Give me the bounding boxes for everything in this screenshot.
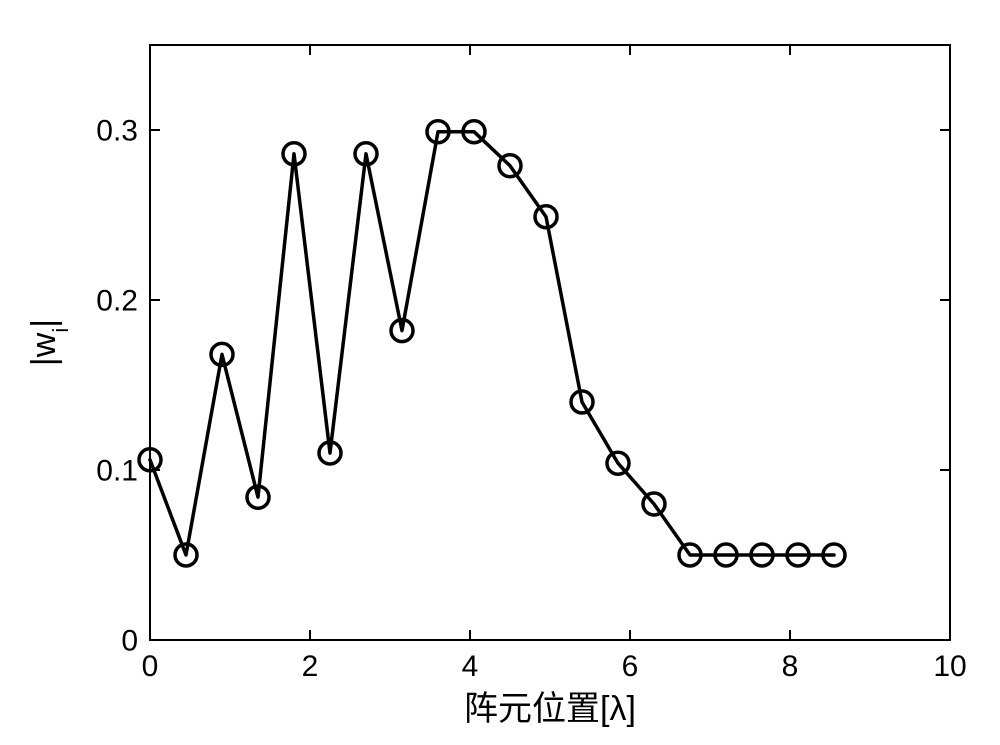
x-tick-label: 4 (462, 650, 479, 683)
x-axis-label: 阵元位置[λ] (464, 690, 636, 728)
x-tick-label: 8 (782, 650, 799, 683)
y-axis-label: |wi| (25, 319, 73, 366)
line-chart: 0 2 4 6 8 10 0 0.1 0.2 0.3 阵元位置[λ] |wi| (0, 0, 1000, 745)
x-tick-label: 2 (302, 650, 319, 683)
data-line (150, 132, 834, 555)
x-tick-label: 10 (933, 650, 966, 683)
y-tick-label: 0 (121, 625, 138, 658)
chart-container: 0 2 4 6 8 10 0 0.1 0.2 0.3 阵元位置[λ] |wi| (0, 0, 1000, 745)
plot-box (150, 45, 950, 640)
y-tick-label: 0.2 (96, 285, 138, 318)
y-tick-label: 0.1 (96, 455, 138, 488)
x-tick-label: 6 (622, 650, 639, 683)
y-tick-label: 0.3 (96, 115, 138, 148)
x-tick-label: 0 (142, 650, 159, 683)
